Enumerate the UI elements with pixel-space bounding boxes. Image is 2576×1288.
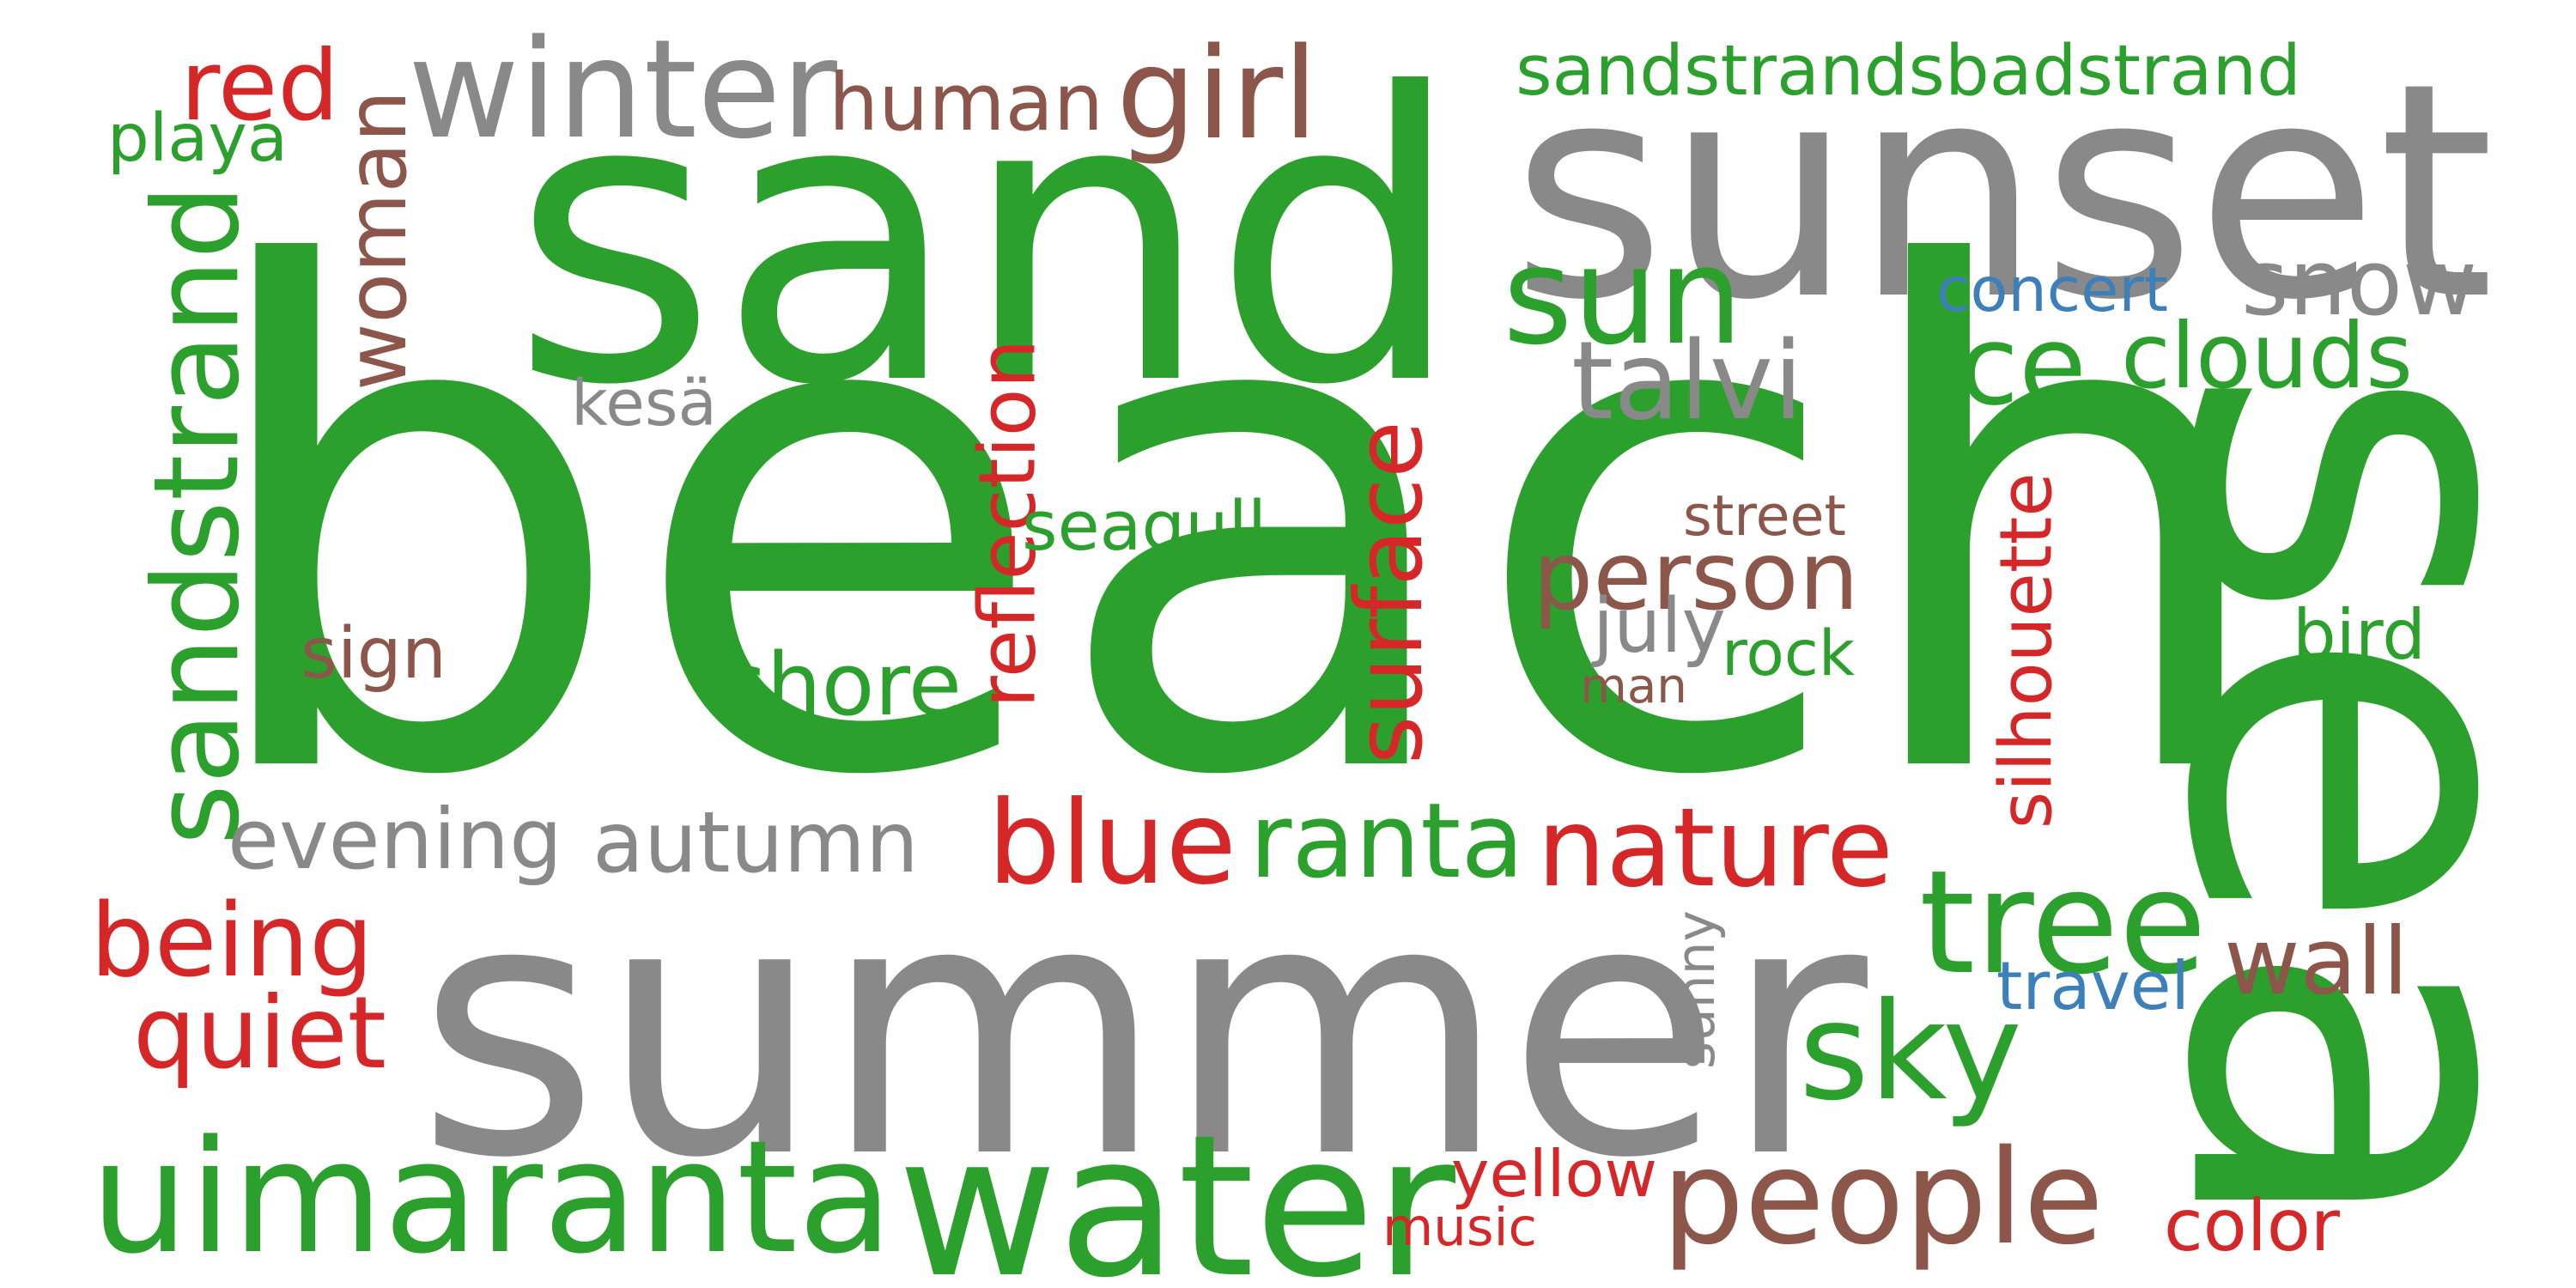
word-yellow: yellow: [1451, 1135, 1657, 1212]
word-color: color: [2164, 1183, 2340, 1267]
word-sandstrandsbadstrand: sandstrandsbadstrand: [1516, 29, 2301, 112]
word-sunny: sunny: [1665, 910, 1727, 1069]
word-tree: tree: [1919, 839, 2207, 1006]
word-sand: sand: [511, 9, 1464, 471]
word-wall: wall: [2224, 907, 2409, 1016]
word-july: july: [1593, 582, 1726, 671]
word-sea: sea: [2075, 361, 2576, 1245]
word-talvi: talvi: [1571, 319, 1803, 445]
word-travel: travel: [1996, 948, 2190, 1026]
word-silhouette: silhouette: [1984, 472, 2069, 829]
word-red: red: [180, 28, 339, 143]
word-summer: summer: [416, 825, 1868, 1236]
word-music: music: [1382, 1196, 1537, 1258]
word-quiet: quiet: [133, 976, 386, 1092]
word-winter: winter: [408, 10, 837, 169]
word-people: people: [1662, 1121, 2104, 1274]
word-blue: blue: [987, 775, 1236, 911]
word-evening: evening: [228, 790, 562, 888]
word-human: human: [829, 57, 1103, 149]
word-surface: surface: [1334, 421, 1443, 764]
word-playa: playa: [107, 100, 288, 178]
word-sky: sky: [1799, 973, 2022, 1131]
word-man: man: [1580, 658, 1687, 714]
word-concert: concert: [1936, 252, 2168, 325]
word-sandstrand: sandstrand: [129, 185, 266, 846]
word-rock: rock: [1722, 617, 1855, 691]
word-ranta: ranta: [1249, 781, 1524, 902]
word-girl: girl: [1116, 20, 1318, 167]
word-being: being: [90, 880, 374, 999]
word-clouds: clouds: [2121, 303, 2413, 410]
word-ice: ice: [1928, 302, 2087, 431]
word-sign: sign: [301, 613, 447, 696]
word-bird: bird: [2293, 595, 2426, 676]
word-sun: sun: [1503, 217, 1743, 374]
word-shore: shore: [721, 633, 962, 735]
word-snow: snow: [2241, 229, 2477, 337]
word-beach: beach: [193, 129, 2280, 927]
word-person: person: [1533, 521, 1859, 633]
word-street: street: [1683, 484, 1846, 550]
word-seagull: seagull: [1022, 485, 1267, 566]
word-water: water: [897, 1091, 1455, 1288]
word-nature: nature: [1537, 784, 1893, 912]
word-uimaranta: uimaranta: [90, 1107, 893, 1288]
word-sunset: sunset: [1511, 21, 2494, 366]
word-woman: woman: [329, 90, 426, 391]
word-autumn: autumn: [592, 793, 919, 892]
word-kesa: kesä: [571, 366, 717, 440]
